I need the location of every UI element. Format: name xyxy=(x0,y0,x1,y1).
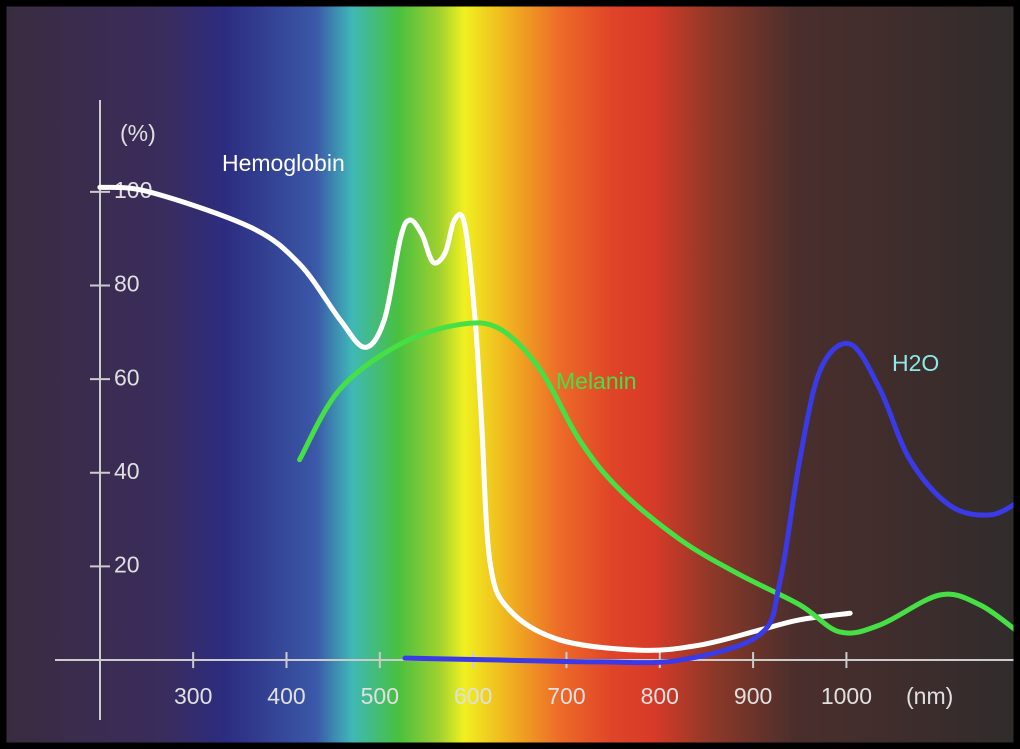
series-line xyxy=(97,184,853,653)
x-tick-label: 900 xyxy=(734,683,772,709)
annotation: H2O xyxy=(892,350,939,376)
x-tick-label: 1000 xyxy=(821,683,872,709)
x-tick-label: 600 xyxy=(454,683,492,709)
series-line xyxy=(402,340,1020,666)
annotation: Melanin xyxy=(556,368,637,394)
y-tick-label: 80 xyxy=(114,271,140,297)
x-tick-label: 300 xyxy=(174,683,212,709)
series-line xyxy=(297,320,1020,636)
y-axis-label: (%) xyxy=(120,120,156,146)
x-axis-label: (nm) xyxy=(906,683,953,709)
x-tick-label: 800 xyxy=(641,683,679,709)
y-tick-label: 60 xyxy=(114,364,140,390)
x-tick-label: 400 xyxy=(267,683,305,709)
y-tick-label: 20 xyxy=(114,552,140,578)
x-tick-label: 700 xyxy=(547,683,585,709)
annotation: Hemoglobin xyxy=(222,150,345,176)
x-tick-label: 500 xyxy=(361,683,399,709)
y-tick-label: 40 xyxy=(114,458,140,484)
